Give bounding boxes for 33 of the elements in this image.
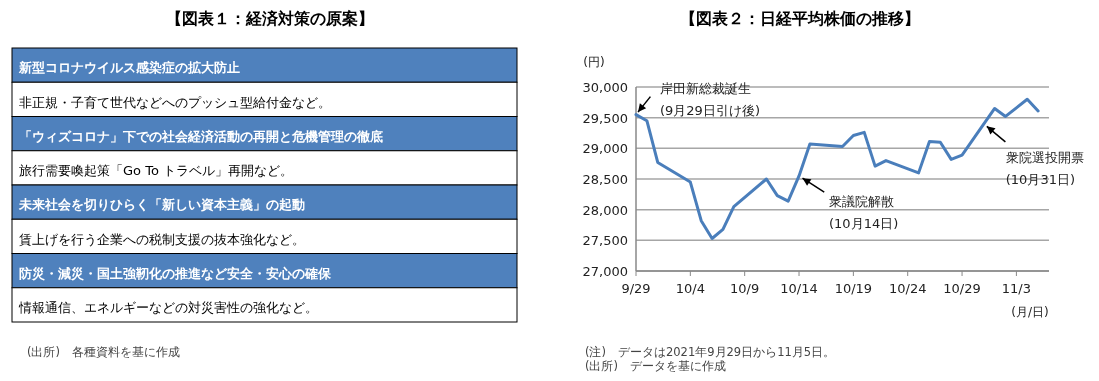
text: (出所) データを基に作成 xyxy=(585,359,726,373)
y-axis-title: (円) xyxy=(583,55,605,69)
text: 非正規・子育て世代などへのプッシュ型給付金など。 xyxy=(19,94,331,110)
x-tick-label: 10/19 xyxy=(834,281,873,296)
text: 旅行需要喚起策「Go To トラベル」再開など。 xyxy=(19,163,293,178)
y-tick-label: 29,000 xyxy=(582,141,628,157)
x-tick-label: 9/29 xyxy=(621,281,651,296)
text: (出所) 各種資料を基に作成 xyxy=(27,345,180,359)
y-tick-label: 30,000 xyxy=(582,80,628,95)
annotation: 岸田新総裁誕生 (9月29日引け後) xyxy=(660,80,760,118)
x-tick-label: 10/29 xyxy=(943,281,981,296)
chart-title: 【図表２：日経平均株価の推移】 xyxy=(680,9,920,28)
text: 「ウィズコロナ」下での社会経済活動の再開と危機管理の徹底 xyxy=(19,128,383,144)
text: 未来社会を切りひらく「新しい資本主義」の起動 xyxy=(18,197,305,213)
text: 新型コロナウイルス感染症の拡大防止 xyxy=(18,60,240,76)
text: 情報通信、エネルギーなどの対災害性の強化など。 xyxy=(18,300,318,315)
x-tick-label: 10/4 xyxy=(675,281,705,296)
text: (注) データは2021年9月29日から11月5日。 xyxy=(585,345,836,359)
y-tick-label: 27,000 xyxy=(582,264,628,279)
text: 賃上げを行う企業への税制支援の抜本強化など。 xyxy=(19,231,305,247)
text: 【図表１：経済対策の原案】 xyxy=(166,9,374,28)
x-tick-label: 10/14 xyxy=(780,281,818,296)
x-tick-label: 11/3 xyxy=(1001,281,1031,296)
text: 防災・減災・国土強靭化の推進など安全・安心の確保 xyxy=(19,265,332,281)
annotation: 衆院選投開票 (10月31日) xyxy=(1005,149,1084,187)
x-tick-label: 10/24 xyxy=(888,281,927,296)
x-axis-title: (月/日) xyxy=(1011,305,1049,319)
y-tick-label: 29,500 xyxy=(582,110,628,126)
annotation: 衆議院解散 (10月14日) xyxy=(829,193,899,231)
x-tick-label: 10/9 xyxy=(730,281,760,296)
y-tick-label: 27,500 xyxy=(582,233,628,249)
y-tick-label: 28,500 xyxy=(582,172,628,187)
y-tick-label: 28,000 xyxy=(582,202,628,218)
